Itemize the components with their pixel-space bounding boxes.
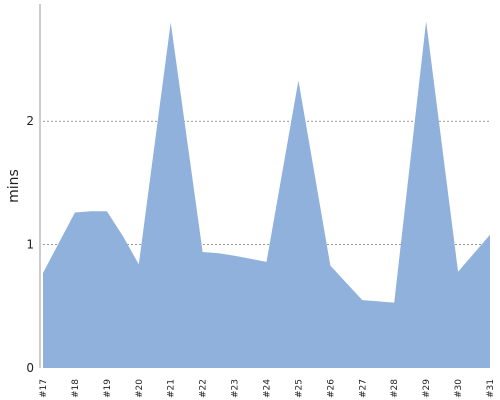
x-tick-label: #22 (199, 379, 209, 398)
x-tick-label: #25 (294, 379, 304, 398)
x-tick-label: #29 (422, 379, 432, 398)
y-tick-labels: 0 1 2 (26, 114, 34, 375)
x-tick-label: #20 (135, 379, 145, 398)
y-tick-label: 1 (26, 238, 34, 252)
area-series (43, 21, 490, 369)
y-tick-label: 0 (26, 361, 34, 375)
x-tick-label: #26 (326, 379, 336, 398)
x-tick-label: #24 (263, 379, 273, 398)
y-tick-label: 2 (26, 114, 34, 128)
x-tick-label: #18 (71, 379, 81, 398)
y-axis-title: mins (6, 169, 22, 203)
x-tick-label: #31 (486, 379, 496, 398)
x-tick-label: #28 (390, 379, 400, 398)
x-tick-label: #21 (167, 379, 177, 398)
series-area-0 (43, 21, 490, 369)
x-tick-label: #30 (454, 379, 464, 398)
x-tick-label: #23 (231, 379, 241, 398)
x-tick-label: #27 (358, 379, 368, 398)
x-tick-labels: #17 #18 #19 #20 #21 #22 #23 #24 #25 #26 #27 #28 #29 #… (39, 379, 496, 398)
x-tick-label: #17 (39, 379, 49, 398)
x-tick-label: #19 (103, 379, 113, 398)
